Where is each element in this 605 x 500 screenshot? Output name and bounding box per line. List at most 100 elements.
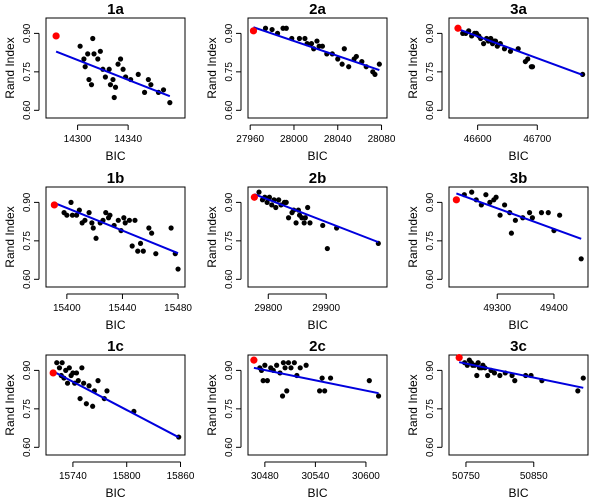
data-points — [77, 35, 173, 106]
x-tick-label: 14340 — [114, 134, 142, 145]
y-tick-label: 0.75 — [425, 62, 436, 82]
x-axis: 50750 50850 — [452, 461, 548, 482]
x-axis: 15400 15440 15480 — [53, 293, 192, 314]
data-point — [64, 380, 71, 386]
data-point — [273, 204, 279, 211]
y-axis: 0.60 0.75 0.90 — [224, 23, 242, 120]
data-point — [121, 215, 127, 221]
data-point — [335, 56, 341, 62]
x-tick-label: 30540 — [301, 471, 329, 482]
y-axis: 0.60 0.75 0.90 — [224, 192, 242, 289]
fit-line — [456, 192, 582, 240]
x-tick-label: 28040 — [324, 134, 352, 145]
data-point — [106, 66, 112, 72]
x-axis: 14300 14340 — [64, 124, 142, 145]
highlight-point — [49, 369, 57, 377]
data-point — [305, 204, 311, 211]
data-point — [81, 380, 87, 386]
data-point — [502, 202, 508, 208]
x-tick-label: 15800 — [113, 471, 141, 482]
panel-title: 2c — [309, 338, 326, 355]
data-point — [346, 64, 352, 70]
highlight-point — [249, 27, 258, 35]
x-tick-label: 46700 — [523, 134, 551, 145]
data-point — [284, 388, 290, 394]
data-point — [115, 217, 121, 223]
data-point — [89, 220, 95, 226]
data-point — [110, 76, 116, 83]
data-point — [269, 26, 275, 33]
data-point — [93, 235, 99, 241]
data-point — [376, 61, 382, 67]
data-point — [319, 43, 326, 49]
data-point — [59, 360, 65, 366]
x-axis-label: BIC — [508, 486, 528, 500]
data-point — [256, 189, 262, 195]
data-point — [320, 222, 326, 229]
x-tick-label: 27960 — [236, 134, 264, 145]
plot-frame — [45, 186, 186, 288]
data-point — [64, 212, 70, 218]
data-point — [297, 365, 303, 371]
data-point — [111, 94, 117, 101]
data-point — [95, 56, 101, 62]
data-point — [135, 248, 141, 254]
y-tick-label: 0.90 — [224, 360, 235, 380]
fit-line — [254, 193, 379, 244]
data-point — [88, 82, 95, 88]
data-point — [493, 194, 499, 200]
data-point — [145, 76, 151, 83]
data-point — [95, 378, 101, 384]
plot-frame — [448, 17, 589, 119]
fit-line — [458, 361, 584, 389]
y-axis: 0.60 0.75 0.90 — [425, 192, 443, 289]
highlight-point — [250, 356, 258, 364]
data-point — [81, 56, 87, 62]
data-point — [288, 365, 294, 371]
data-point — [149, 230, 155, 236]
x-axis-label: BIC — [307, 149, 327, 163]
data-point — [69, 212, 76, 218]
x-tick-label: 15400 — [53, 303, 81, 314]
x-axis-label: BIC — [105, 318, 125, 332]
data-point — [372, 71, 378, 78]
y-tick-label: 0.75 — [22, 231, 33, 251]
y-tick-label: 0.60 — [22, 437, 33, 457]
data-point — [276, 197, 282, 203]
plot-frame — [247, 354, 388, 456]
y-tick-label: 0.90 — [425, 23, 436, 43]
data-point — [485, 372, 491, 379]
plot-frame — [45, 17, 186, 119]
data-point — [54, 360, 60, 366]
y-tick-label: 0.60 — [224, 437, 235, 457]
data-point — [322, 388, 328, 394]
x-tick-label: 28000 — [280, 134, 308, 145]
x-tick-label: 15480 — [164, 303, 192, 314]
data-point — [264, 378, 270, 384]
data-point — [86, 76, 92, 83]
data-points — [61, 199, 181, 272]
data-point — [132, 217, 138, 223]
data-point — [497, 372, 503, 379]
panel-1b: 1b 15400 15440 15480 BIC 0.60 0.75 0.90 Rand Ind… — [3, 170, 192, 332]
data-point — [63, 367, 69, 373]
data-points — [256, 189, 381, 252]
x-tick-label: 28080 — [368, 134, 396, 145]
data-point — [538, 210, 545, 216]
y-tick-label: 0.90 — [22, 192, 33, 212]
panel-1c: 1c 15740 15800 15860 BIC 0.60 0.75 0.90 Rand Ind… — [3, 338, 195, 500]
highlight-point — [52, 32, 60, 40]
data-point — [474, 372, 480, 379]
data-point — [73, 370, 80, 376]
panel-title: 2a — [309, 1, 326, 18]
x-axis-label: BIC — [307, 486, 327, 500]
data-point — [475, 360, 481, 366]
y-tick-label: 0.60 — [425, 269, 436, 289]
data-point — [103, 210, 109, 216]
y-axis-label: Rand Index — [205, 374, 219, 435]
data-point — [307, 220, 313, 226]
x-axis: 49300 49400 — [483, 293, 568, 314]
fit-line — [253, 26, 380, 71]
x-tick-label: 29800 — [254, 303, 282, 314]
y-tick-label: 0.75 — [22, 62, 33, 82]
